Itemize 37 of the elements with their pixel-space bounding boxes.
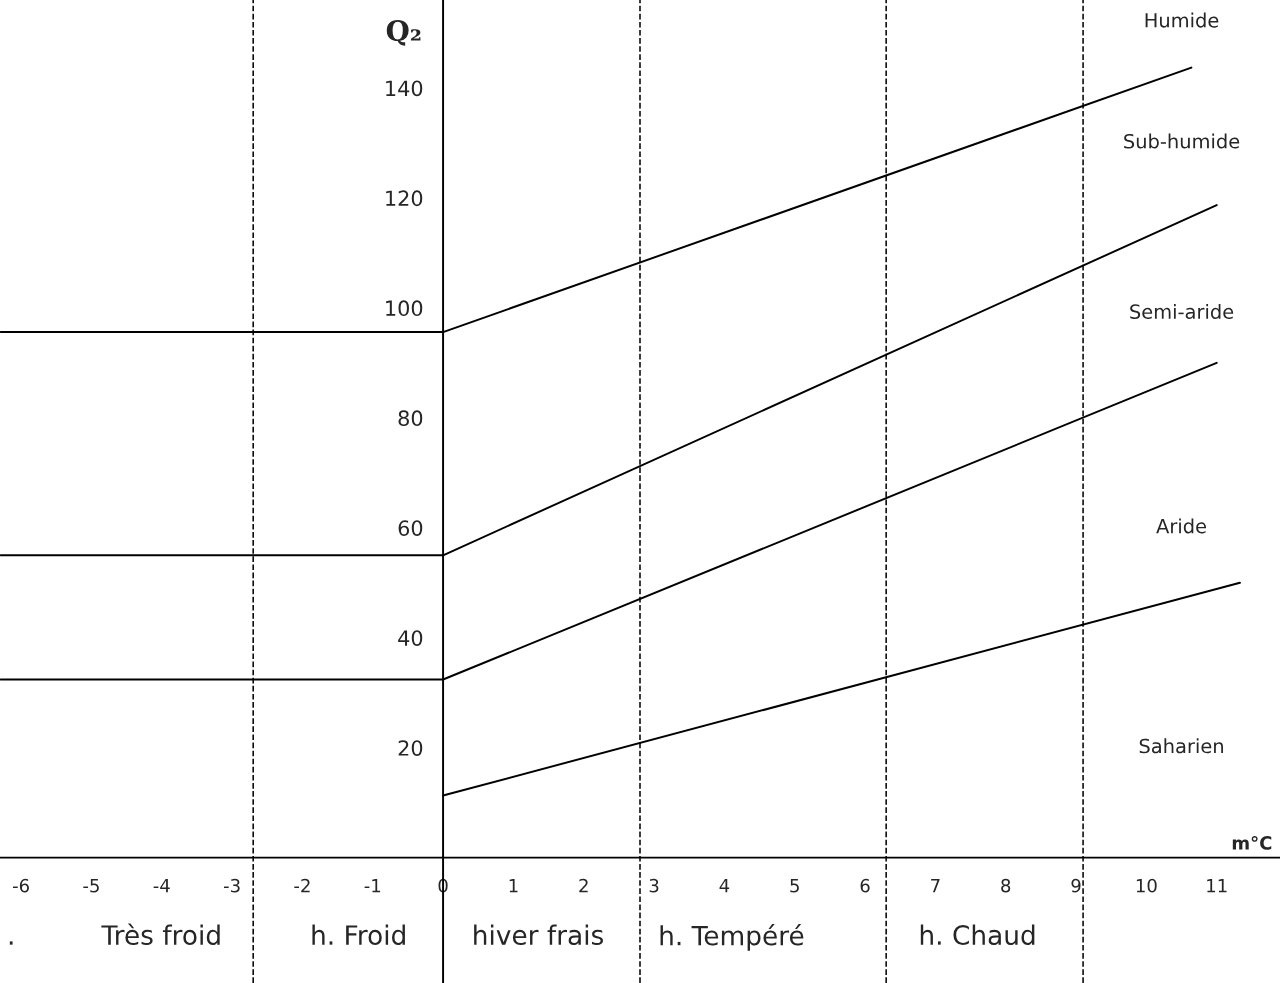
x-tick-label: -6 (12, 878, 29, 893)
x-tick-label: 11 (1207, 879, 1227, 893)
y-tick-label: 120 (386, 190, 423, 207)
x-tick-label: 2 (579, 878, 588, 893)
y-axis-title: Q₂ (386, 20, 421, 46)
y-tick-label: 140 (386, 80, 423, 97)
y-tick-label: 80 (398, 410, 423, 427)
annotation: h. Froid (312, 924, 405, 946)
annotation: Semi-aride (1130, 303, 1234, 320)
annotation: hiver frais (474, 924, 603, 946)
x-tick-label: -1 (364, 879, 381, 893)
y-tick-label: 100 (386, 300, 423, 317)
x-tick-label: -3 (223, 878, 240, 893)
x-axis-title: m°C (1232, 835, 1272, 850)
x-tick-label: 3 (649, 878, 659, 893)
annotation: h. Tempéré (660, 924, 804, 951)
x-tick-label: 1 (509, 879, 518, 893)
x-tick-label: 9 (1071, 878, 1081, 893)
x-tick-label: -4 (153, 879, 170, 893)
annotation: h. Chaud (920, 924, 1035, 946)
x-tick-label: 8 (1001, 878, 1011, 893)
annotation: . (9, 941, 13, 945)
y-tick-label: 20 (398, 740, 423, 756)
x-tick-label: 10 (1136, 878, 1157, 893)
annotation: Très froid (101, 923, 220, 946)
annotation: Humide (1145, 12, 1219, 28)
y-tick-label: 60 (398, 520, 423, 536)
x-tick-label: -5 (83, 879, 99, 893)
x-tick-label: -2 (294, 878, 310, 893)
y-tick-label: 40 (398, 630, 423, 646)
x-tick-label: 6 (860, 878, 870, 893)
x-tick-label: 4 (719, 879, 730, 893)
annotation: Saharien (1139, 738, 1223, 754)
annotation: Aride (1156, 518, 1207, 534)
x-tick-label: 7 (931, 879, 940, 893)
x-tick-label: 5 (790, 879, 799, 893)
annotation: Sub-humide (1124, 133, 1240, 149)
